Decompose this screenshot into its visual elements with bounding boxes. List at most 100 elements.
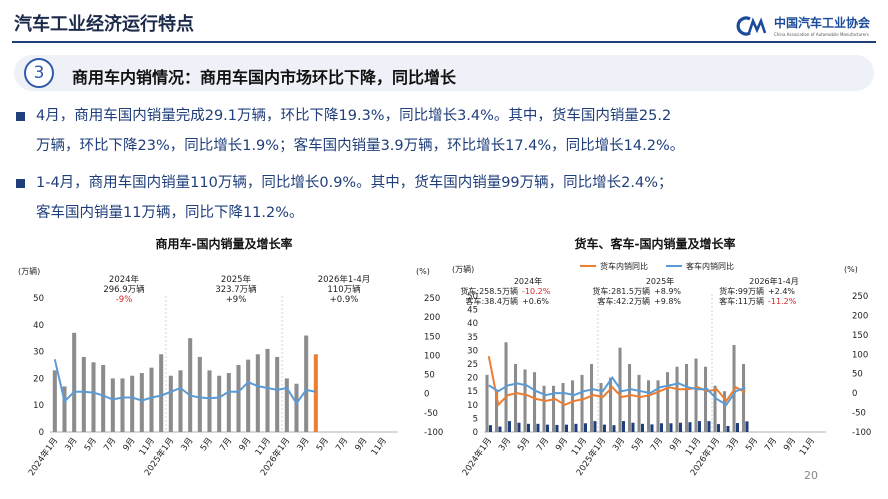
x-tick-label: 2024年1月	[460, 435, 494, 477]
bus-growth-line	[488, 375, 746, 407]
y-tick-label: 10	[33, 401, 44, 411]
bus-bar	[745, 421, 749, 432]
bus-bar	[498, 426, 502, 432]
chart-title: 商用车-国内销量及增长率	[156, 236, 293, 251]
annotation-truck: 货车:99万辆	[719, 286, 764, 296]
bus-bar	[517, 422, 521, 432]
y2-tick-label: 150	[424, 332, 440, 342]
x-tick-label: 5月	[630, 436, 646, 453]
annotation-truck: 货车:258.5万辆	[460, 286, 518, 296]
bar	[91, 362, 96, 432]
annotation-bus: 客车:38.4万辆	[465, 296, 518, 306]
annotation-truck-rate: +2.4%	[768, 287, 795, 296]
x-tick-label: 5月	[516, 436, 532, 453]
page-title: 汽车工业经济运行特点	[14, 14, 194, 35]
x-tick-label: 2024年1月	[26, 435, 60, 477]
annotation-truck-rate: -10.2%	[522, 287, 551, 296]
bus-bar	[707, 421, 711, 432]
truck-bar	[599, 383, 603, 432]
bus-bar	[602, 424, 606, 432]
y-tick-label: 50	[33, 294, 44, 304]
y-tick-label: 0	[39, 428, 44, 438]
bar	[197, 356, 202, 432]
truck-bar	[647, 380, 651, 432]
truck-bar	[552, 385, 556, 432]
bus-bar	[650, 424, 654, 432]
y-tick-label: 10	[467, 401, 478, 411]
y-tick-label: 15	[467, 387, 478, 397]
truck-bar	[609, 377, 613, 432]
bar	[255, 354, 260, 432]
logo-name: 中国汽车工业协会	[773, 16, 870, 30]
annotation-rate: +9%	[226, 295, 247, 305]
bar	[101, 365, 106, 432]
annotation-total: 110万辆	[327, 284, 361, 295]
section-heading: 商用车内销情况：商用车国内市场环比下降，同比增长	[72, 68, 457, 87]
caam-logo-icon	[736, 15, 767, 36]
x-tick-label: 9月	[237, 436, 253, 453]
bullet-line: 4月，商用车国内销量完成29.1万辆，环比下降19.3%，同比增长3.4%。其中…	[36, 108, 672, 124]
x-tick-label: 7月	[334, 436, 350, 453]
x-tick-label: 7月	[102, 436, 118, 453]
truck-bar	[694, 358, 698, 432]
bar	[313, 354, 318, 432]
truck-bar	[590, 364, 594, 432]
truck-bar	[495, 391, 499, 432]
bus-bar	[574, 423, 578, 432]
truck-bar	[723, 391, 727, 432]
x-tick-label: 11月	[370, 436, 389, 458]
bar	[139, 373, 144, 432]
bar	[284, 378, 289, 432]
x-tick-label: 5月	[199, 436, 215, 453]
truck-bar	[533, 372, 537, 432]
y-tick-label: 40	[467, 319, 478, 329]
charts-area: 商用车-国内销量及增长率(万辆) (%)01020304050-100-50050…	[18, 236, 871, 478]
bus-bar	[583, 423, 587, 432]
bar	[52, 370, 57, 432]
bus-bar	[621, 421, 625, 432]
logo: 中国汽车工业协会 China Association of Automobile…	[734, 14, 870, 37]
x-tick-label: 7月	[763, 436, 779, 453]
bar	[236, 365, 241, 432]
truck-bar	[685, 364, 689, 432]
y2-tick-label: 150	[852, 331, 868, 341]
growth-line	[53, 359, 316, 406]
y-tick-label: 35	[467, 333, 478, 343]
bus-bar	[726, 426, 730, 432]
logo-subtitle: China Association of Automobile Manufact…	[773, 32, 869, 37]
bullet-line: 1-4月，商用车国内销量110万辆，同比增长0.9%。其中，货车国内销量99万辆…	[36, 175, 673, 191]
annotation-bus-rate: +0.6%	[522, 297, 549, 306]
bar	[207, 370, 212, 432]
bullet-april: 4月，商用车国内销量完成29.1万辆，环比下降19.3%，同比增长3.4%。其中…	[16, 101, 856, 161]
annotation-year: 2025年	[221, 274, 252, 285]
x-tick-label: 5月	[315, 436, 331, 453]
bar	[246, 359, 251, 432]
bar	[149, 367, 154, 432]
x-tick-label: 3月	[611, 436, 627, 453]
bus-bar	[631, 422, 635, 432]
bullet-line: 万辆，环比下降23%，同比增长1.9%；客车国内销量3.9万辆，环比增长17.4…	[36, 138, 685, 154]
y2-axis-unit: (%)	[844, 265, 858, 274]
truck-bar	[542, 385, 546, 432]
bus-bar	[688, 422, 692, 432]
y2-tick-label: -100	[424, 428, 443, 438]
y2-tick-label: 250	[424, 294, 440, 304]
bar	[159, 354, 164, 432]
bus-bar	[545, 424, 549, 432]
annotation-bus-rate: -11.2%	[768, 297, 797, 306]
bar	[110, 378, 115, 432]
y2-tick-label: -100	[852, 428, 871, 438]
annotation-total: 323.7万辆	[215, 284, 257, 295]
annotation-year: 2024年	[109, 274, 140, 285]
bus-bar	[735, 423, 739, 432]
y-tick-label: 45	[467, 306, 478, 316]
x-tick-label: 9月	[353, 436, 369, 453]
x-tick-label: 3月	[179, 436, 195, 453]
x-tick-label: 9月	[554, 436, 570, 453]
x-tick-label: 7月	[218, 436, 234, 453]
annotation-year: 2026年1-4月	[318, 274, 371, 285]
y2-tick-label: 200	[852, 311, 868, 321]
x-tick-label: 5月	[83, 436, 99, 453]
bus-bar	[640, 423, 644, 432]
bullet-ytd: 1-4月，商用车国内销量110万辆，同比增长0.9%。其中，货车国内销量99万辆…	[16, 168, 856, 228]
